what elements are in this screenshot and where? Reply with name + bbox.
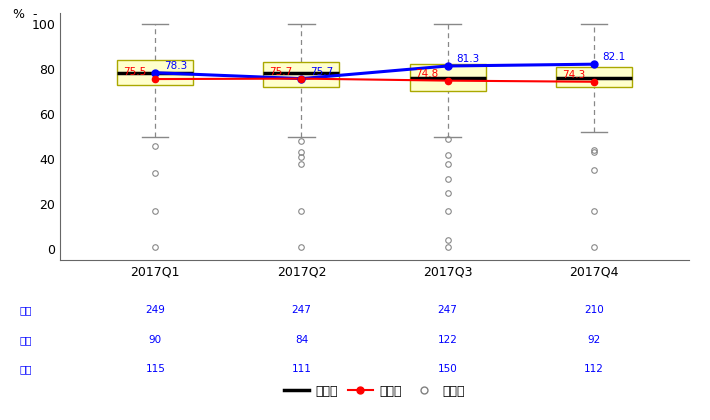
Text: 90: 90 bbox=[149, 335, 162, 345]
Text: 74.8: 74.8 bbox=[415, 69, 439, 79]
Text: 122: 122 bbox=[437, 335, 457, 345]
Text: 92: 92 bbox=[587, 335, 601, 345]
Text: 84: 84 bbox=[295, 335, 308, 345]
Text: 74.3: 74.3 bbox=[562, 70, 585, 80]
Text: 82.1: 82.1 bbox=[603, 52, 626, 63]
Text: 112: 112 bbox=[584, 365, 604, 375]
Text: 249: 249 bbox=[146, 305, 165, 315]
Text: 111: 111 bbox=[292, 365, 312, 375]
Text: 247: 247 bbox=[437, 305, 457, 315]
Text: 150: 150 bbox=[437, 365, 457, 375]
Text: %  -: % - bbox=[13, 8, 38, 21]
Text: 81.3: 81.3 bbox=[457, 54, 480, 64]
Legend: 中央値, 平均値, 外れ値: 中央値, 平均値, 外れ値 bbox=[279, 380, 470, 403]
Text: 75.7: 75.7 bbox=[269, 67, 293, 77]
Text: 分母: 分母 bbox=[20, 335, 32, 345]
Text: 247: 247 bbox=[292, 305, 312, 315]
Bar bbox=[117, 60, 193, 85]
Text: 115: 115 bbox=[146, 365, 165, 375]
Text: 件数: 件数 bbox=[20, 305, 32, 315]
Text: 75.7: 75.7 bbox=[310, 67, 334, 77]
Bar bbox=[410, 64, 486, 92]
Text: 78.3: 78.3 bbox=[164, 61, 187, 71]
Text: 210: 210 bbox=[584, 305, 604, 315]
Text: 75.5: 75.5 bbox=[124, 67, 146, 77]
Bar bbox=[556, 67, 632, 87]
Bar bbox=[263, 62, 339, 87]
Text: 分子: 分子 bbox=[20, 365, 32, 375]
